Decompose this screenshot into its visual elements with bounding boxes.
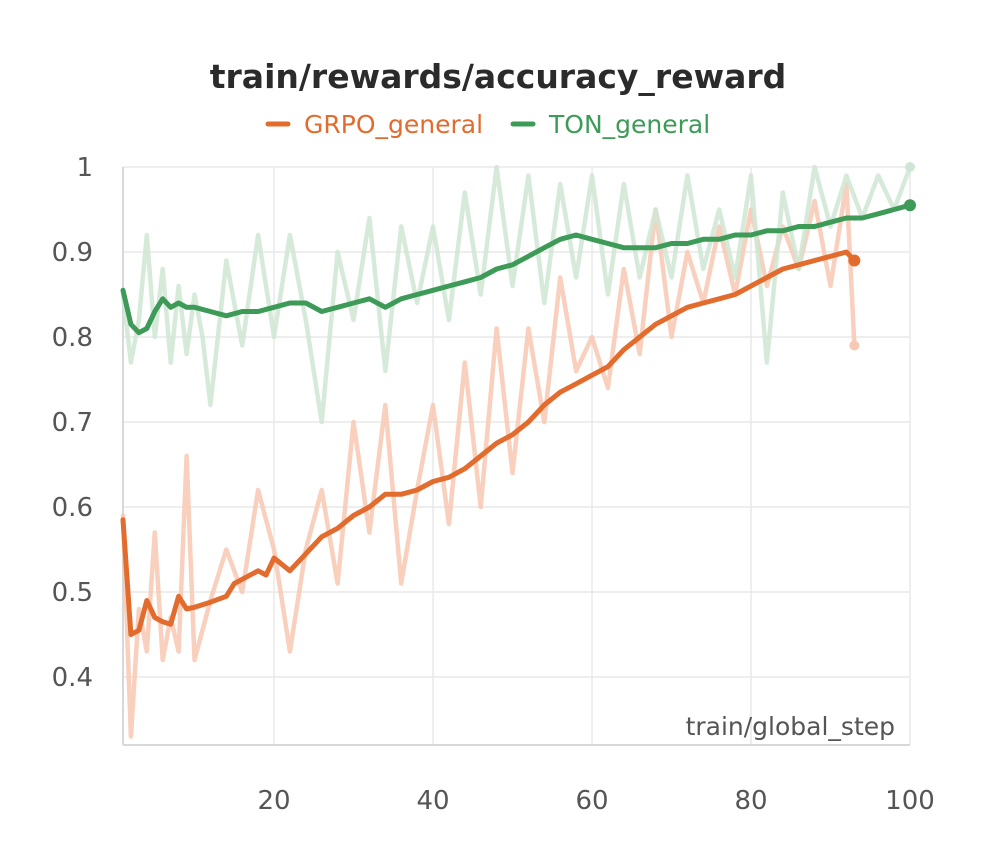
smoothed-line-grpo-general [120,249,857,637]
y-tick-label-3: 0.7 [52,408,93,438]
series-grpo-general [120,249,861,637]
x-tick-label-1: 40 [416,786,449,816]
smoothed-line-ton-general [120,202,913,336]
x-axis-ticks: 20 40 60 80 100 [257,786,934,816]
x-tick-label-2: 60 [575,786,608,816]
x-tick-label-0: 20 [257,786,290,816]
legend-item-grpo-general: GRPO_general [265,110,483,139]
axes [122,167,910,746]
y-tick-label-1: 0.5 [52,578,93,608]
y-tick-label-4: 0.8 [52,323,93,353]
y-tick-label-5: 0.9 [52,238,93,268]
y-axis-ticks: 0.4 0.5 0.6 0.7 0.8 0.9 1 [52,153,93,693]
series-raw-ton-general [120,162,915,425]
raw-end-point-ton-general [905,162,915,172]
raw-line-grpo-general [120,181,857,739]
raw-line-ton-general [120,164,913,425]
chart-title: train/rewards/accuracy_reward [210,57,787,96]
legend-item-ton-general: TON_general [510,110,710,139]
series-raw-grpo-general [120,181,860,739]
series-ton-general [120,199,916,336]
x-tick-label-4: 100 [885,786,935,816]
end-point-ton-general [904,199,916,212]
x-axis-label: train/global_step [686,712,895,741]
y-tick-label-2: 0.6 [52,493,93,523]
x-tick-label-3: 80 [734,786,767,816]
y-tick-label-0: 0.4 [52,663,93,693]
series-layer [120,162,916,739]
legend-label-grpo-general: GRPO_general [304,110,483,139]
raw-end-point-grpo-general [849,340,860,351]
legend-label-ton-general: TON_general [548,110,710,139]
end-point-grpo-general [848,254,861,267]
legend: GRPO_general TON_general [265,110,710,139]
y-tick-label-6: 1 [76,153,93,183]
